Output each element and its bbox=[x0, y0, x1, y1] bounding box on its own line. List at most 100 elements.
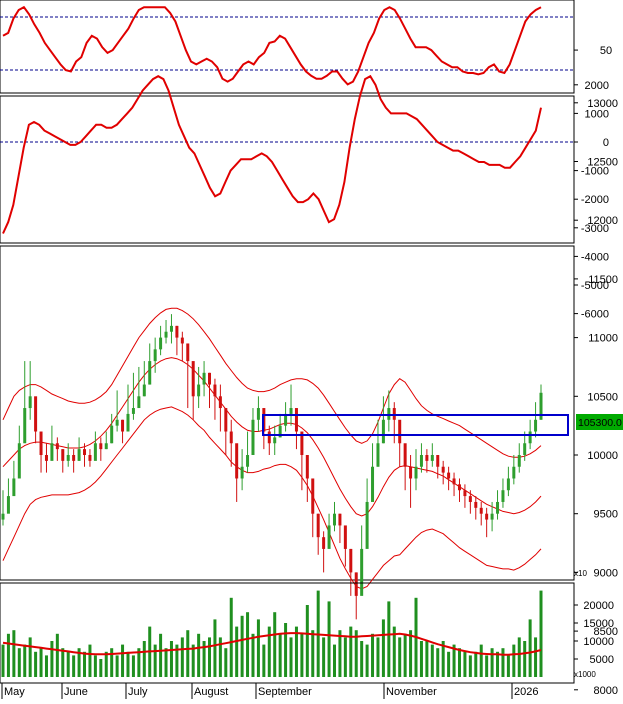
band-ma-mid bbox=[2, 357, 542, 517]
volume-bar bbox=[23, 644, 27, 677]
volume-bar bbox=[523, 641, 527, 677]
candle-body bbox=[246, 455, 250, 467]
volume-bar bbox=[39, 648, 43, 677]
candle-body bbox=[229, 431, 233, 444]
volume-bar bbox=[72, 655, 76, 677]
candle-body bbox=[213, 384, 217, 397]
volume-bar bbox=[61, 648, 65, 677]
candle-body bbox=[441, 466, 445, 473]
volume-bar bbox=[278, 633, 282, 677]
month-label: July bbox=[128, 686, 148, 698]
candle-body bbox=[349, 548, 353, 573]
volume-bar bbox=[93, 655, 97, 677]
volume-bar bbox=[457, 648, 461, 677]
volume-bar bbox=[44, 655, 48, 677]
price-tick-label: 13000 bbox=[587, 98, 618, 110]
volume-bar bbox=[311, 630, 315, 677]
candle-body bbox=[72, 455, 76, 461]
candle-body bbox=[44, 455, 48, 461]
candle-body bbox=[419, 455, 423, 467]
volume-bar bbox=[496, 651, 500, 677]
candle-body bbox=[17, 443, 21, 479]
candle-body bbox=[512, 466, 516, 479]
month-label: June bbox=[64, 686, 88, 698]
volume-bar bbox=[273, 612, 277, 677]
volume-bar bbox=[360, 641, 364, 677]
macd-tick-label: -2000 bbox=[581, 194, 609, 206]
volume-bar bbox=[452, 644, 456, 677]
candle-body bbox=[501, 490, 505, 502]
macd-tick-label: -4000 bbox=[581, 251, 609, 263]
volume-tick-label: 15000 bbox=[583, 618, 614, 630]
candle-body bbox=[159, 337, 163, 350]
candle-body bbox=[523, 443, 527, 455]
volume-bar bbox=[175, 644, 179, 677]
candle-body bbox=[485, 513, 489, 520]
volume-bar bbox=[77, 648, 81, 677]
macd-tick-label: -1000 bbox=[581, 166, 609, 178]
candle-body bbox=[528, 431, 532, 444]
candle-body bbox=[148, 361, 152, 385]
candle-body bbox=[169, 325, 173, 332]
candle-body bbox=[218, 396, 222, 409]
volume-bar bbox=[534, 637, 538, 677]
volume-bar bbox=[197, 633, 201, 677]
volume-bar bbox=[208, 637, 212, 677]
candle-body bbox=[398, 419, 402, 444]
candle-body bbox=[180, 337, 184, 344]
volume-bar bbox=[6, 633, 10, 677]
volume-bar bbox=[349, 626, 353, 677]
last-price-badge bbox=[576, 414, 623, 430]
volume-bar bbox=[490, 648, 494, 677]
macd-tick-label: 2000 bbox=[585, 80, 609, 92]
volume-tick-label: 5000 bbox=[590, 654, 614, 666]
volume-bar bbox=[294, 626, 298, 677]
volume-bar bbox=[387, 601, 391, 677]
volume-bar bbox=[66, 651, 70, 677]
volume-bar bbox=[479, 644, 483, 677]
volume-unit-label: x1000 bbox=[574, 670, 596, 679]
volume-bar bbox=[284, 623, 288, 677]
volume-bar bbox=[441, 641, 445, 677]
volume-bar bbox=[153, 644, 157, 677]
volume-bar bbox=[409, 630, 413, 677]
price-tick-label: 8000 bbox=[594, 685, 618, 697]
volume-bar bbox=[12, 630, 16, 677]
candle-body bbox=[175, 325, 179, 338]
volume-bar bbox=[235, 626, 239, 677]
volume-bar bbox=[17, 648, 21, 677]
volume-bar bbox=[485, 655, 489, 677]
candle-body bbox=[12, 478, 16, 497]
volume-panel: 20000 15000 10000 5000 x1000 bbox=[0, 582, 614, 684]
candle-body bbox=[468, 496, 472, 502]
volume-bar bbox=[159, 633, 163, 677]
price-tick-label: 10000 bbox=[587, 450, 618, 462]
candle-body bbox=[289, 408, 293, 414]
volume-bar bbox=[202, 641, 206, 677]
candle-body bbox=[332, 513, 336, 526]
band-ma-upper bbox=[2, 307, 542, 458]
candle-body bbox=[66, 455, 70, 461]
candle-body bbox=[430, 455, 434, 461]
volume-bar bbox=[88, 644, 92, 677]
candle-body bbox=[354, 572, 358, 596]
volume-bar bbox=[468, 655, 472, 677]
candle-body bbox=[77, 449, 81, 461]
volume-bar bbox=[83, 651, 87, 677]
candle-body bbox=[327, 525, 331, 549]
month-label: September bbox=[258, 686, 312, 698]
candle-body bbox=[316, 513, 320, 538]
candle-body bbox=[191, 361, 195, 397]
candle-body bbox=[131, 408, 135, 414]
candle-body bbox=[517, 455, 521, 467]
candle-body bbox=[534, 419, 538, 432]
candle-body bbox=[360, 548, 364, 596]
macd-tick-label: -5000 bbox=[581, 280, 609, 292]
volume-bar bbox=[430, 644, 434, 677]
volume-bar bbox=[50, 641, 54, 677]
candle-body bbox=[425, 455, 429, 461]
candle-body bbox=[115, 419, 119, 426]
volume-bar bbox=[327, 601, 331, 677]
